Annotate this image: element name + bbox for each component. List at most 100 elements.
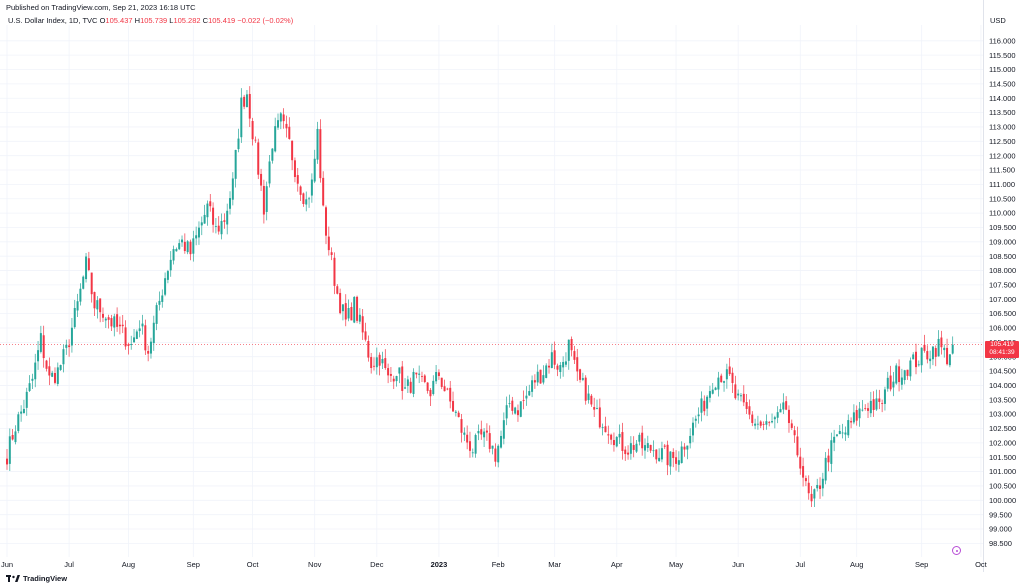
candle bbox=[917, 360, 920, 367]
candle bbox=[90, 272, 93, 303]
candle-body bbox=[813, 489, 816, 499]
candle-body bbox=[742, 393, 745, 403]
candle bbox=[790, 419, 793, 431]
candle-body bbox=[819, 485, 822, 489]
candle-body bbox=[113, 316, 116, 328]
candle bbox=[502, 412, 505, 445]
candle bbox=[192, 230, 195, 262]
candle-body bbox=[946, 347, 949, 365]
candle bbox=[920, 347, 923, 373]
candle bbox=[251, 117, 254, 146]
candle-body bbox=[807, 482, 810, 494]
candle-body bbox=[356, 296, 359, 321]
economic-event-icon[interactable] bbox=[952, 546, 961, 555]
candle bbox=[265, 181, 268, 221]
candle bbox=[835, 434, 838, 438]
candle-body bbox=[124, 327, 127, 347]
candle-body bbox=[830, 440, 833, 464]
candle-body bbox=[375, 357, 378, 368]
candle-body bbox=[333, 257, 336, 286]
y-tick-label: 108.000 bbox=[989, 266, 1016, 275]
candle bbox=[378, 352, 381, 376]
symbol-legend: U.S. Dollar Index, 1D, TVC O105.437 H105… bbox=[8, 16, 293, 25]
candle bbox=[635, 439, 638, 454]
candle-body bbox=[437, 372, 440, 376]
candle-body bbox=[748, 406, 751, 415]
candle bbox=[316, 121, 319, 164]
candle-body bbox=[406, 379, 409, 386]
candle bbox=[446, 387, 449, 391]
candle-body bbox=[858, 408, 861, 419]
candle bbox=[793, 425, 796, 443]
candle bbox=[449, 380, 452, 409]
candle-body bbox=[37, 350, 40, 362]
candle-body bbox=[104, 318, 107, 321]
currency-label: USD bbox=[990, 16, 1006, 25]
candle bbox=[56, 362, 59, 387]
candle-body bbox=[147, 350, 150, 354]
candle bbox=[762, 421, 765, 431]
candle-body bbox=[488, 433, 491, 449]
candle-body bbox=[181, 239, 184, 243]
candle bbox=[861, 400, 864, 412]
candle-body bbox=[468, 441, 471, 451]
candle-body bbox=[522, 400, 525, 402]
candle bbox=[203, 204, 206, 224]
candle bbox=[525, 386, 528, 406]
candle bbox=[248, 86, 251, 128]
x-tick-label: Oct bbox=[975, 560, 988, 569]
candle-body bbox=[689, 435, 692, 444]
candle-body bbox=[545, 365, 548, 378]
candle-body bbox=[607, 434, 610, 436]
candle bbox=[553, 341, 556, 370]
candle bbox=[731, 367, 734, 393]
candle bbox=[51, 370, 54, 378]
candle bbox=[915, 343, 918, 375]
candle-body bbox=[310, 179, 313, 196]
candle bbox=[457, 410, 460, 418]
candle bbox=[708, 385, 711, 403]
x-tick-label: Jul bbox=[64, 560, 74, 569]
candle bbox=[130, 335, 133, 350]
candle bbox=[632, 436, 635, 458]
grid-lines bbox=[0, 25, 983, 557]
candle-body bbox=[926, 351, 929, 360]
candle-body bbox=[480, 429, 483, 435]
candle-body bbox=[864, 408, 867, 409]
candle bbox=[906, 369, 909, 380]
candle bbox=[133, 329, 136, 343]
candle bbox=[858, 402, 861, 427]
candle bbox=[810, 486, 813, 507]
candle-body bbox=[285, 123, 288, 129]
candle bbox=[847, 414, 850, 438]
candle-body bbox=[341, 304, 344, 312]
candle bbox=[243, 94, 246, 110]
candle-body bbox=[189, 241, 192, 255]
candle-body bbox=[867, 408, 870, 411]
y-tick-label: 106.000 bbox=[989, 324, 1016, 333]
candle-body bbox=[593, 407, 596, 410]
candle bbox=[771, 413, 774, 424]
candle bbox=[62, 344, 65, 373]
y-tick-label: 104.000 bbox=[989, 381, 1016, 390]
candle bbox=[367, 335, 370, 362]
candle bbox=[339, 288, 342, 315]
candle-body bbox=[951, 344, 954, 354]
candle bbox=[370, 352, 373, 374]
candle bbox=[804, 475, 807, 487]
candle-body bbox=[629, 443, 632, 454]
candle-body bbox=[559, 364, 562, 373]
candle bbox=[618, 424, 621, 445]
candle bbox=[291, 140, 294, 171]
footer-brand[interactable]: TradingView bbox=[6, 574, 67, 583]
candle-body bbox=[542, 375, 545, 383]
candle bbox=[700, 391, 703, 422]
y-tick-label: 111.000 bbox=[989, 180, 1015, 189]
candle-body bbox=[850, 421, 853, 423]
candle bbox=[666, 440, 669, 476]
candle-body bbox=[556, 365, 559, 370]
candle-body bbox=[130, 344, 133, 346]
x-tick-label: Sep bbox=[187, 560, 200, 569]
candle-body bbox=[392, 378, 395, 382]
